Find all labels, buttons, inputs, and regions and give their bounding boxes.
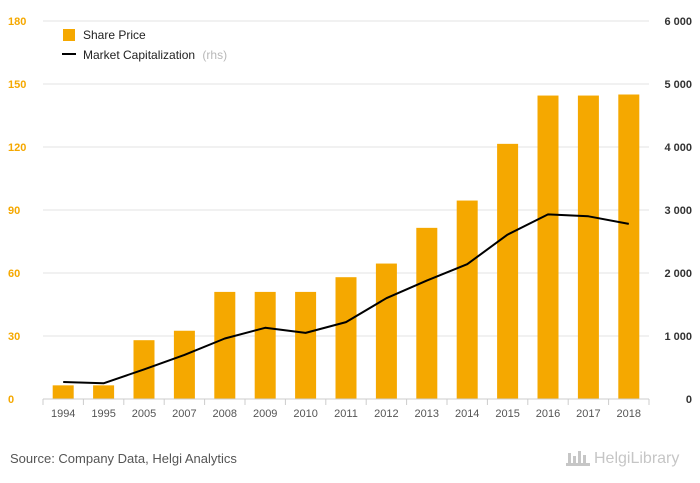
x-tick-label: 2014 xyxy=(455,408,479,420)
share-price-bar xyxy=(173,330,195,399)
x-tick-label: 2016 xyxy=(536,408,560,420)
share-price-bar xyxy=(497,143,519,399)
share-price-bar xyxy=(375,263,397,399)
legend-market-cap-name: Market Capitalization xyxy=(83,48,195,62)
x-tick-label: 2012 xyxy=(374,408,398,420)
chart: 0 30 60 90 120 150 180 0 1 000 2 000 3 000 4 000 5 … xyxy=(8,16,692,420)
x-tick-label: 2008 xyxy=(213,408,237,420)
share-price-bar xyxy=(295,291,317,399)
y-left-tick-label: 150 xyxy=(8,79,26,91)
x-axis: 1994 1995 2005 2007 2008 2009 2010 2011 2012 2013… xyxy=(42,398,650,420)
source-note: Source: Company Data, Helgi Analytics xyxy=(10,451,237,466)
y-right-tick-label: 2 000 xyxy=(664,268,692,280)
x-tick-label: 2018 xyxy=(617,408,641,420)
market-cap-line xyxy=(63,213,629,385)
y-left-tick-label: 30 xyxy=(8,331,20,343)
y-left-tick-label: 60 xyxy=(8,268,20,280)
share-price-bar xyxy=(577,95,599,400)
legend-swatch-share-price xyxy=(63,29,75,41)
share-price-bar xyxy=(254,291,276,399)
y-left-tick-label: 90 xyxy=(8,205,20,217)
legend: Share Price Market Capitalization (rhs) xyxy=(62,28,227,62)
brand-name: HelgiLibrary xyxy=(594,450,680,467)
share-price-bar xyxy=(214,291,236,399)
share-price-bar xyxy=(335,277,357,399)
x-tick-label: 2013 xyxy=(415,408,439,420)
x-tick-label: 2005 xyxy=(132,408,156,420)
x-tick-label: 2011 xyxy=(334,408,358,420)
legend-label-share-price: Share Price xyxy=(83,28,146,42)
x-tick-label: 1995 xyxy=(91,408,115,420)
share-price-bar xyxy=(618,94,640,399)
library-icon xyxy=(566,451,590,466)
y-left-tick-label: 180 xyxy=(8,16,26,28)
x-tick-label: 2009 xyxy=(253,408,277,420)
brand-logo: HelgiLibrary xyxy=(566,448,694,470)
y-left-tick-label: 0 xyxy=(8,394,14,406)
share-price-bar xyxy=(52,385,74,399)
y-right-tick-label: 3 000 xyxy=(664,205,692,217)
y-right-tick-label: 1 000 xyxy=(664,331,692,343)
left-axis: 0 30 60 90 120 150 180 xyxy=(8,16,26,406)
x-tick-label: 1994 xyxy=(51,408,75,420)
y-right-tick-label: 6 000 xyxy=(664,16,692,28)
y-right-tick-label: 0 xyxy=(686,394,692,406)
share-price-bar xyxy=(537,95,559,400)
x-tick-label: 2017 xyxy=(576,408,600,420)
legend-label-market-cap: Market Capitalization (rhs) xyxy=(83,48,227,62)
share-price-bars xyxy=(52,94,640,400)
legend-market-cap-suffix: (rhs) xyxy=(202,48,227,62)
market-cap-polyline xyxy=(63,213,629,385)
share-price-bar xyxy=(93,385,115,399)
y-left-tick-label: 120 xyxy=(8,142,26,154)
x-tick-label: 2007 xyxy=(172,408,196,420)
share-price-bar xyxy=(416,227,438,399)
x-tick-label: 2010 xyxy=(293,408,317,420)
x-tick-label: 2015 xyxy=(495,408,519,420)
share-price-bar xyxy=(456,200,478,399)
y-right-tick-label: 4 000 xyxy=(664,142,692,154)
right-axis: 0 1 000 2 000 3 000 4 000 5 000 6 000 xyxy=(664,16,692,406)
y-right-tick-label: 5 000 xyxy=(664,79,692,91)
